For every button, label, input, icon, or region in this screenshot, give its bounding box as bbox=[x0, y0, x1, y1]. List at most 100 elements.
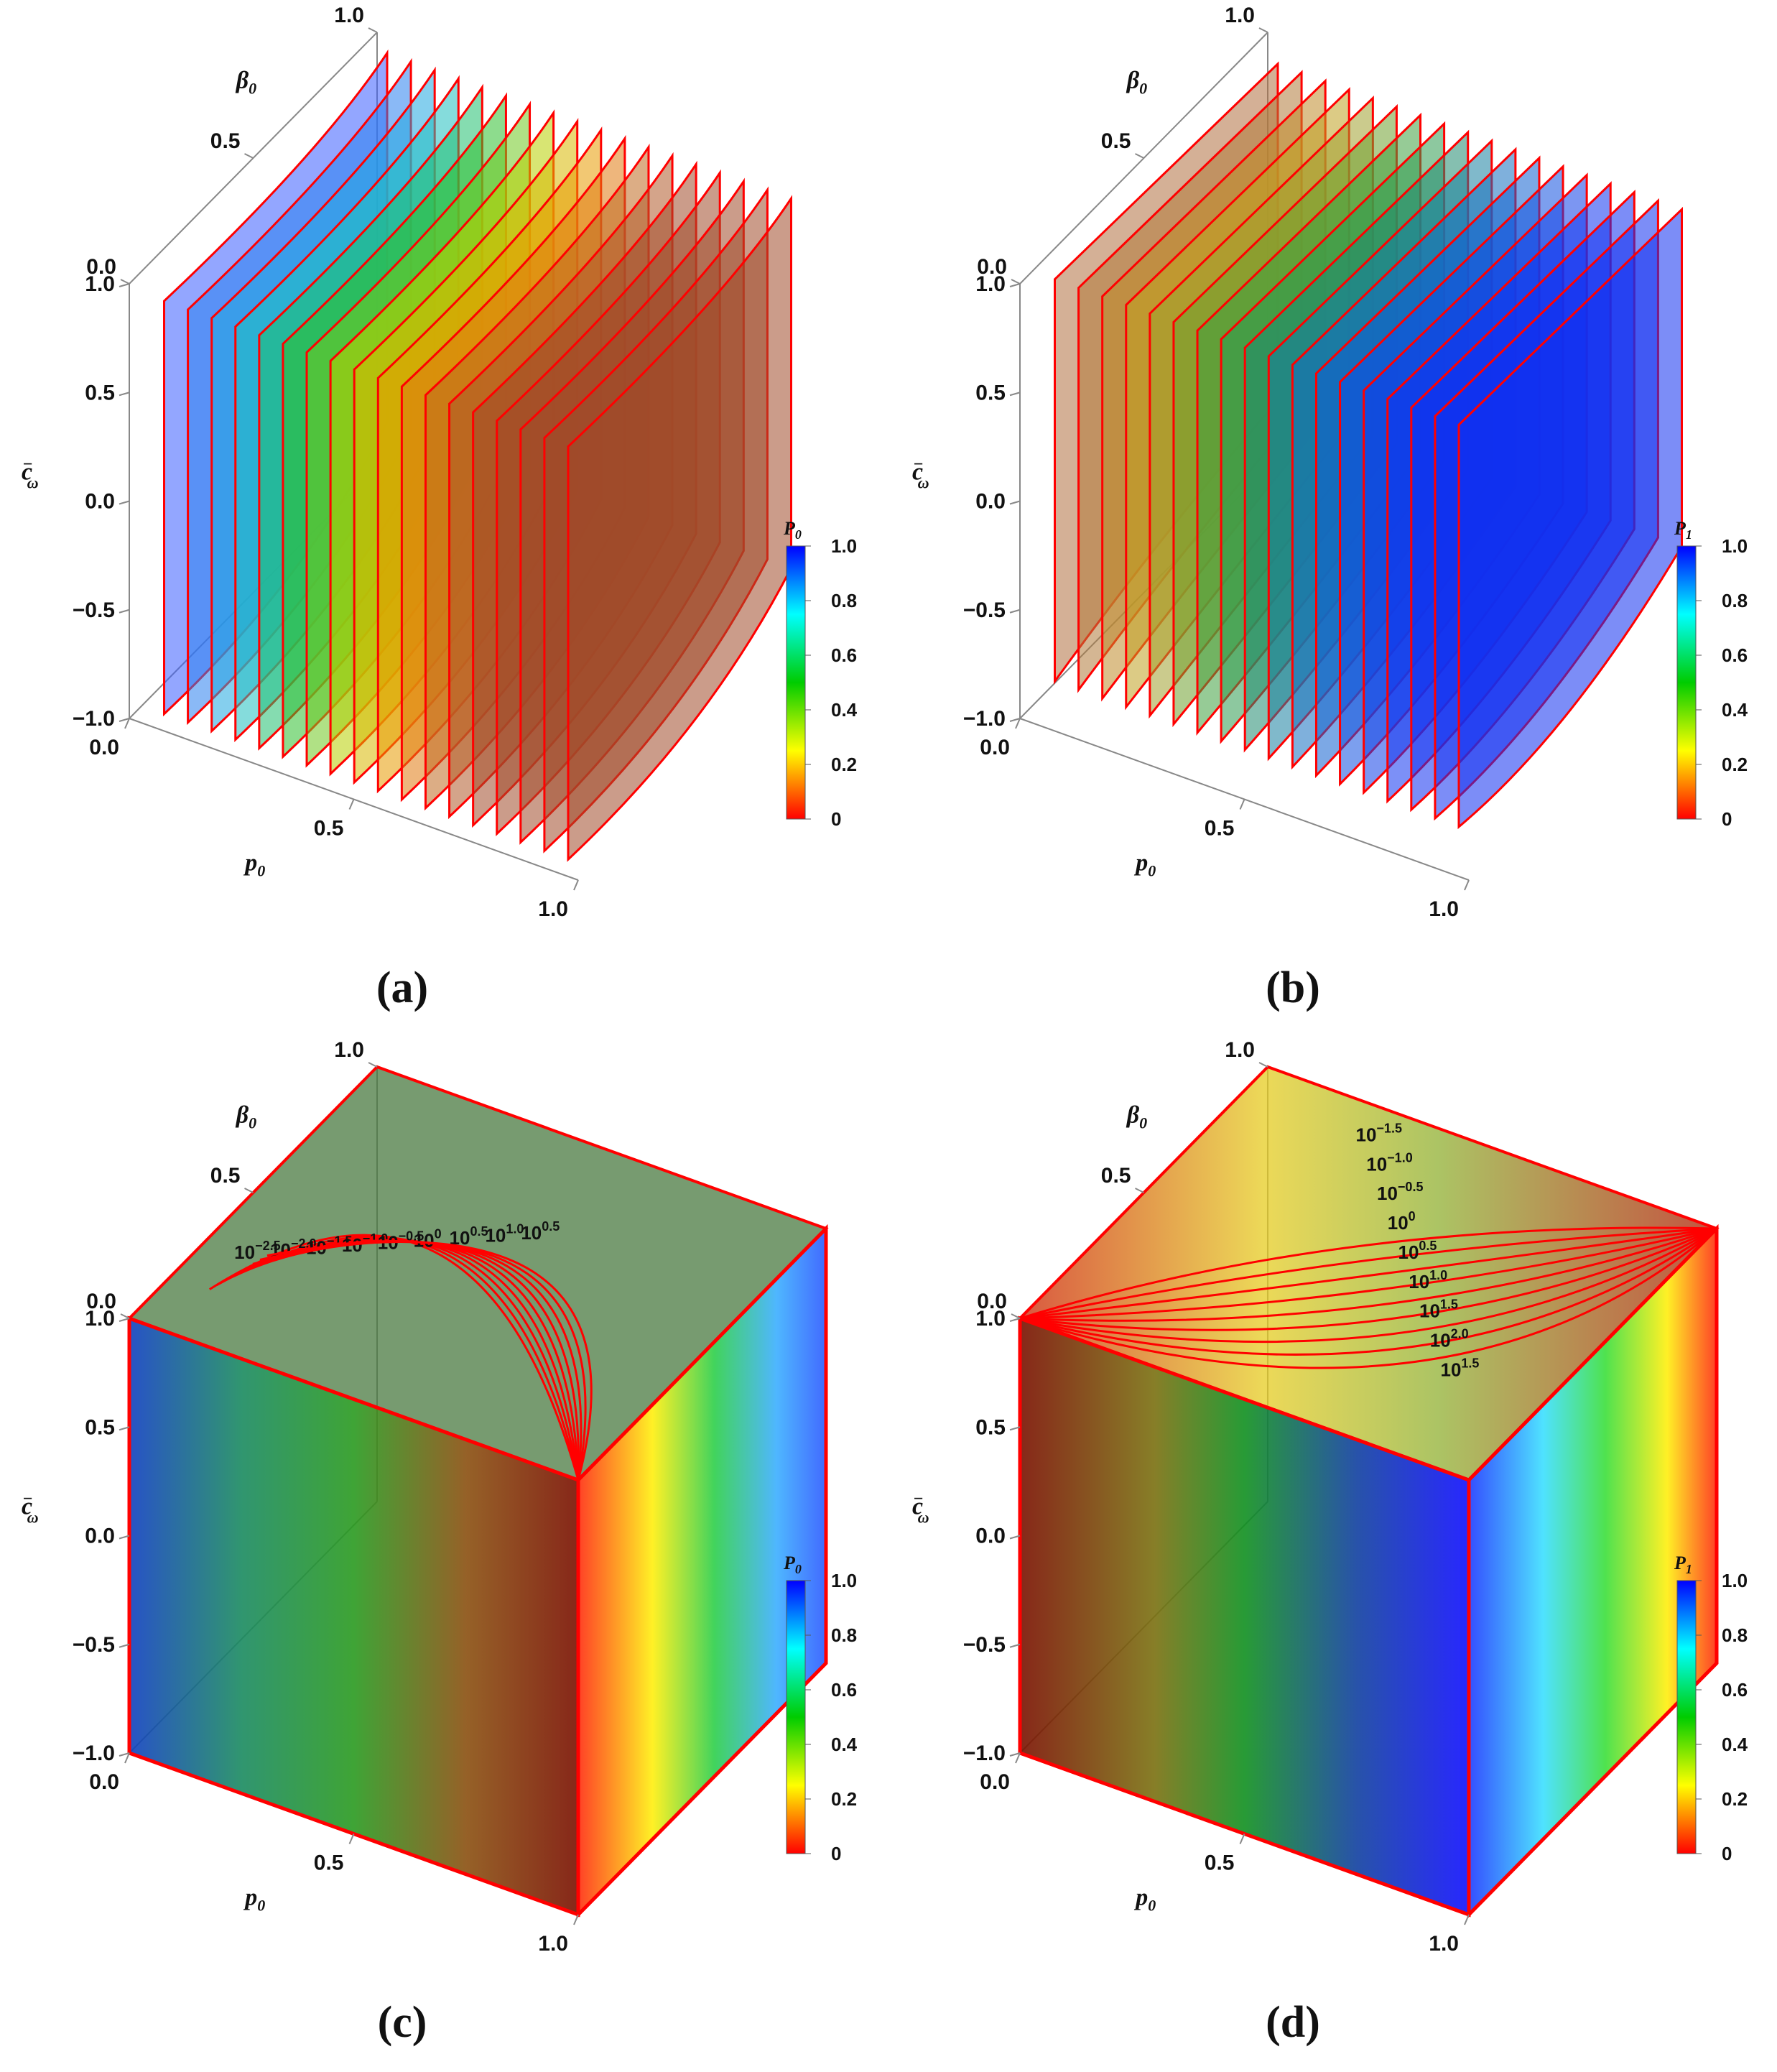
colorbar-bar bbox=[1676, 1580, 1697, 1854]
x-tick-label: 0.0 bbox=[89, 736, 119, 759]
colorbar-tick-label: 1.0 bbox=[1722, 535, 1748, 557]
x-tick-mark bbox=[1239, 799, 1245, 810]
colorbar-tick-label: 0.2 bbox=[1722, 1788, 1748, 1810]
colorbar-tick-label: 0 bbox=[1722, 808, 1732, 830]
z-tick-label: −0.5 bbox=[963, 1633, 1006, 1657]
colorbar-tick-label: 0.8 bbox=[1722, 590, 1748, 611]
z-tick-mark bbox=[1009, 283, 1021, 287]
surface bbox=[163, 49, 792, 862]
x-tick-label: 0.0 bbox=[980, 736, 1010, 759]
colorbar-tick-label: 0.6 bbox=[831, 644, 857, 666]
z-tick-label: 1.0 bbox=[975, 272, 1006, 296]
contour-label: 100.5 bbox=[1398, 1239, 1437, 1263]
contour-label: 101.5 bbox=[1419, 1298, 1458, 1322]
x-tick-mark bbox=[573, 1914, 579, 1925]
surface bbox=[1054, 61, 1683, 830]
contour-line bbox=[1019, 1227, 1717, 1320]
z-tick-mark bbox=[1009, 1752, 1021, 1757]
x-tick-mark bbox=[348, 1833, 355, 1844]
y-axis-label: β0 bbox=[235, 1102, 256, 1132]
colorbar-tick-label: 0.2 bbox=[831, 754, 857, 775]
z-axis-label: c− ω bbox=[22, 455, 39, 492]
y-tick-label: 0.0 bbox=[977, 1290, 1007, 1313]
surface: 10−1.5 10−1.0 10−0.5 100 100.5 101.0 101.5 102.… bbox=[1017, 1065, 1720, 1920]
z-tick-label: −0.5 bbox=[73, 1633, 115, 1657]
z-tick-mark bbox=[1009, 392, 1021, 397]
x-axis-label: p0 bbox=[1133, 849, 1156, 879]
y-tick-label: 1.0 bbox=[334, 1038, 364, 1062]
contour-label: 10−0.5 bbox=[1377, 1180, 1423, 1204]
y-tick-mark bbox=[1135, 153, 1144, 159]
x-tick-label: 1.0 bbox=[538, 1932, 568, 1956]
contour-line bbox=[208, 1234, 580, 1481]
x-tick-mark bbox=[1015, 1752, 1021, 1764]
contour-line bbox=[1019, 1227, 1717, 1320]
z-tick-label: 0.5 bbox=[85, 1415, 115, 1439]
colorbar-title: P1 bbox=[1674, 518, 1692, 542]
x-tick-mark bbox=[1015, 718, 1021, 729]
y-tick-label: 0.5 bbox=[1101, 1164, 1131, 1188]
z-tick-mark bbox=[1009, 1318, 1021, 1322]
x-tick-mark bbox=[573, 879, 579, 891]
colorbar-title: P0 bbox=[783, 518, 802, 542]
colorbar-tick-label: 0.4 bbox=[831, 1734, 858, 1755]
contour-label: 101.5 bbox=[1441, 1356, 1480, 1380]
y-axis-label: β0 bbox=[1126, 68, 1147, 98]
contour-line bbox=[1019, 1226, 1717, 1320]
contour-label: 102.0 bbox=[1430, 1327, 1469, 1351]
z-tick-label: −1.0 bbox=[73, 707, 115, 731]
panel-4: 10−1.5 10−1.0 10−0.5 100 100.5 101.0 101.5 102.… bbox=[912, 1038, 1748, 2047]
colorbar-tick-label: 1.0 bbox=[831, 535, 857, 557]
z-tick-mark bbox=[119, 1426, 130, 1431]
z-tick-label: 1.0 bbox=[975, 1307, 1006, 1331]
z-tick-label: −1.0 bbox=[963, 707, 1006, 731]
x-tick-label: 1.0 bbox=[1429, 1932, 1459, 1956]
contour-label: 100.5 bbox=[521, 1219, 560, 1244]
colorbar-tick-label: 1.0 bbox=[831, 1570, 857, 1591]
colorbar-tick-label: 0.8 bbox=[1722, 1624, 1748, 1646]
y-tick-mark bbox=[368, 27, 378, 33]
colorbar-bar bbox=[1676, 545, 1697, 820]
colorbar-tick-label: 0.8 bbox=[831, 590, 857, 611]
panel-label: (b) bbox=[1266, 963, 1320, 1012]
colorbar-tick-label: 0.2 bbox=[1722, 754, 1748, 775]
panel-2: 1.00.50.0−0.5−1.00.00.51.00.00.51.0p0β0c… bbox=[912, 4, 1748, 1012]
z-tick-label: 1.0 bbox=[85, 1307, 115, 1331]
contour-line bbox=[1019, 1227, 1717, 1369]
x-tick-label: 0.5 bbox=[314, 817, 344, 841]
y-axis-label: β0 bbox=[235, 68, 256, 98]
z-tick-label: −0.5 bbox=[963, 598, 1006, 622]
panel-1: 1.00.50.0−0.5−1.00.00.51.00.00.51.0p0β0c… bbox=[22, 4, 858, 1012]
colorbar-tick-label: 0 bbox=[831, 1843, 841, 1864]
contour-label: 10−1.0 bbox=[1366, 1150, 1412, 1175]
z-tick-label: 0.0 bbox=[85, 1525, 115, 1548]
x-tick-label: 0.0 bbox=[89, 1770, 119, 1794]
colorbar-bar bbox=[786, 545, 806, 820]
z-tick-label: 1.0 bbox=[85, 272, 115, 296]
colorbar-tick-label: 0.4 bbox=[1722, 1734, 1748, 1755]
y-tick-mark bbox=[1135, 1188, 1144, 1193]
x-tick-mark bbox=[348, 799, 355, 810]
x-tick-label: 0.0 bbox=[980, 1770, 1010, 1794]
z-tick-label: 0.0 bbox=[975, 490, 1006, 514]
z-tick-mark bbox=[1009, 1426, 1021, 1431]
x-axis-label: p0 bbox=[243, 1884, 265, 1914]
colorbar: 1.0 0.8 0.6 0.4 0.2 0 P1 bbox=[1674, 518, 1748, 830]
z-tick-mark bbox=[1009, 718, 1021, 722]
colorbar: 1.0 0.8 0.6 0.4 0.2 0 P0 bbox=[783, 1553, 858, 1864]
panel-label: (a) bbox=[376, 963, 428, 1012]
contour-line bbox=[1019, 1227, 1717, 1343]
y-tick-label: 1.0 bbox=[1225, 4, 1255, 27]
contour-line bbox=[1019, 1227, 1717, 1322]
z-tick-label: 0.0 bbox=[975, 1525, 1006, 1548]
colorbar-tick-label: 0.6 bbox=[1722, 1679, 1748, 1701]
z-tick-label: 0.0 bbox=[85, 490, 115, 514]
z-tick-mark bbox=[119, 718, 130, 722]
z-tick-mark bbox=[119, 1318, 130, 1322]
right-surface bbox=[576, 1224, 828, 1920]
colorbar: 1.0 0.8 0.6 0.4 0.2 0 P0 bbox=[783, 518, 858, 830]
x-axis-label: p0 bbox=[1133, 1884, 1156, 1914]
y-tick-label: 0.5 bbox=[1101, 129, 1131, 153]
